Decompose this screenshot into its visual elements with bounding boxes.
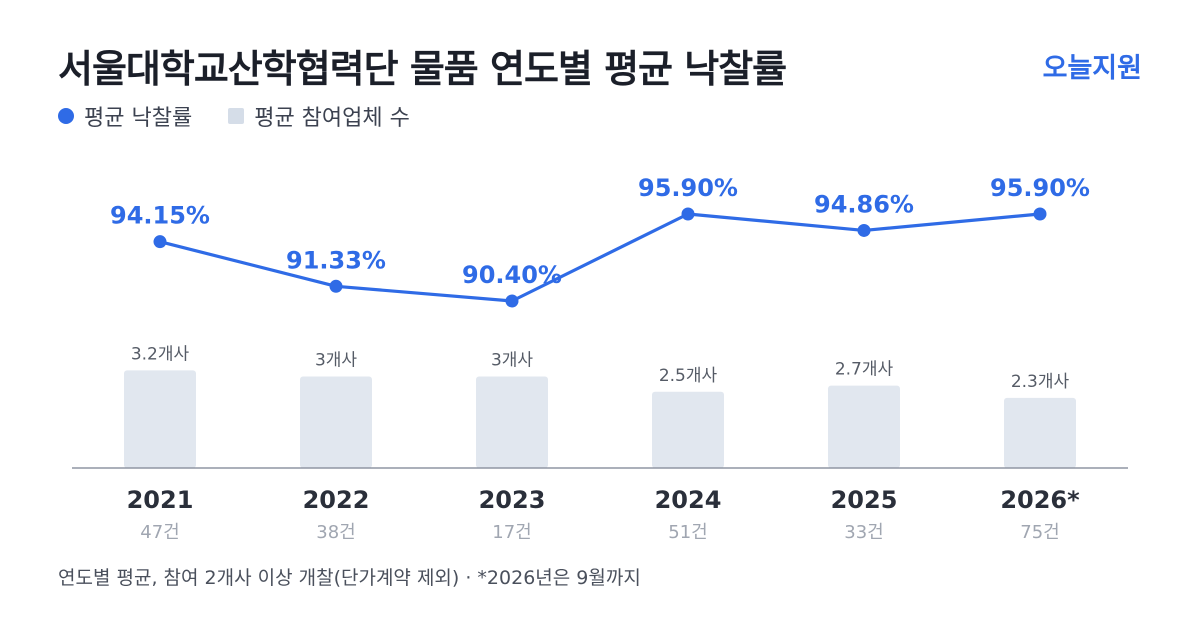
bar-label: 3개사 [491, 351, 533, 371]
rate-point-2026* [1033, 207, 1047, 221]
rate-label: 90.40% [462, 261, 562, 289]
x-count-label: 75건 [1020, 522, 1059, 543]
rate-point-2021 [153, 235, 167, 249]
x-tick-label: 2024 [655, 486, 722, 514]
rate-point-2024 [681, 207, 695, 221]
rate-label: 91.33% [286, 246, 386, 274]
bar-label: 2.5개사 [659, 366, 718, 386]
bar-label: 2.7개사 [835, 360, 894, 380]
bar-label: 2.3개사 [1011, 372, 1070, 392]
brand-logo[interactable]: 오늘지원 [1042, 53, 1142, 84]
rate-point-2022 [329, 279, 343, 293]
x-count-label: 47건 [140, 522, 179, 543]
bar-2022 [300, 376, 372, 468]
legend-label-rate: 평균 낙찰률 [84, 106, 193, 131]
x-tick-label: 2025 [831, 486, 898, 514]
rate-line [158, 212, 1042, 303]
x-tick-label: 2021 [127, 486, 194, 514]
bar-label: 3개사 [315, 351, 357, 371]
chart-title: 서울대학교산학협력단 물품 연도별 평균 낙찰률 [58, 47, 787, 91]
bar-2023 [476, 376, 548, 468]
legend-item-bidders: 평균 참여업체 수 [228, 100, 410, 132]
rate-label: 95.90% [638, 174, 738, 202]
bar-2026* [1004, 397, 1076, 468]
rate-label: 95.90% [990, 174, 1090, 202]
x-tick-label: 2023 [479, 486, 546, 514]
footnote: 연도별 평균, 참여 2개사 이상 개찰(단가계약 제외) · *2026년은 … [58, 567, 641, 589]
rate-point-2025 [857, 223, 871, 237]
legend-item-rate: 평균 낙찰률 [58, 100, 192, 132]
x-tick-label: 2022 [303, 486, 370, 514]
bar-2025 [828, 385, 900, 468]
rate-label: 94.86% [814, 190, 914, 218]
x-count-label: 33건 [844, 522, 883, 543]
rate-point-2023 [505, 294, 519, 308]
legend-dot-icon [58, 108, 74, 124]
x-count-label: 51건 [668, 522, 707, 543]
x-tick-label: 2026* [1000, 486, 1080, 514]
bar-2021 [124, 370, 196, 468]
legend-square-icon [228, 108, 245, 124]
x-count-label: 38건 [316, 522, 355, 543]
x-count-label: 17건 [492, 522, 531, 543]
bar-2024 [652, 391, 724, 468]
bar-label: 3.2개사 [131, 344, 190, 364]
legend-label-bidders: 평균 참여업체 수 [254, 106, 410, 131]
legend: 평균 낙찰률 평균 참여업체 수 [58, 100, 446, 132]
rate-label: 94.15% [110, 202, 210, 230]
